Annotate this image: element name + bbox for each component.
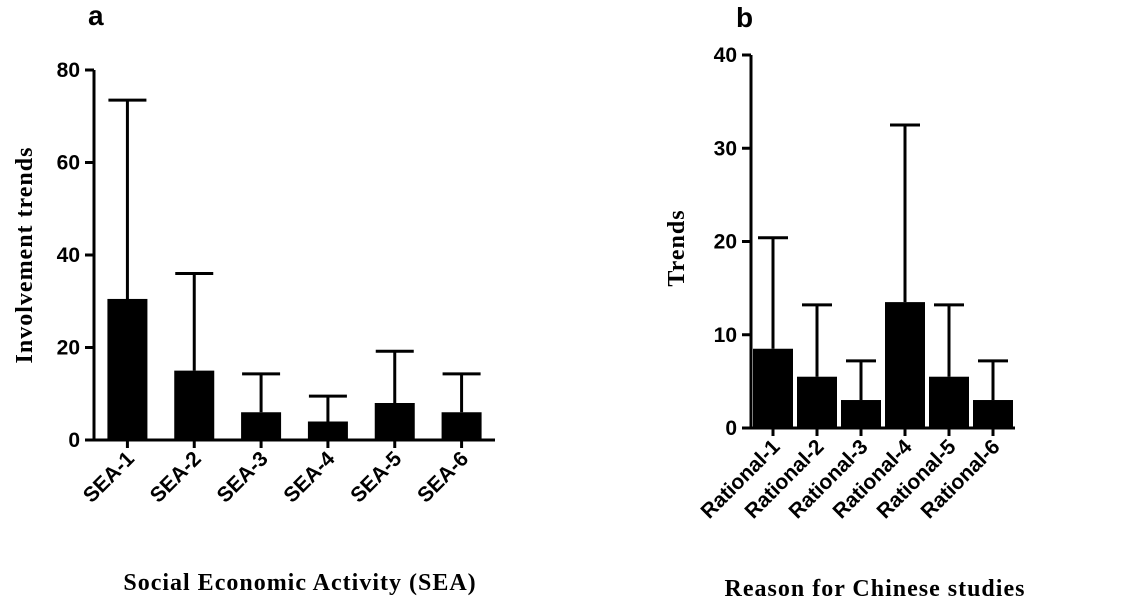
panel-a-x-axis-title: Social Economic Activity (SEA) xyxy=(123,570,476,596)
y-tick-label: 80 xyxy=(57,59,80,82)
x-category-label: SEA-4 xyxy=(279,447,339,507)
bar-rational-4 xyxy=(885,302,925,428)
bar-sea-4 xyxy=(307,421,348,440)
panel-a-y-axis-title: Involvement trends xyxy=(12,147,38,364)
panel-letter-a: a xyxy=(88,0,104,31)
chart-panel-b: b 010203040Rational-1Rational-2Rational-… xyxy=(664,2,1026,602)
x-category-label: SEA-3 xyxy=(213,447,273,507)
y-tick-label: 20 xyxy=(57,337,80,360)
x-category-label: SEA-6 xyxy=(413,447,473,507)
bar-rational-3 xyxy=(841,400,881,428)
panel-b-y-axis-title: Trends xyxy=(664,209,690,286)
y-tick-label: 0 xyxy=(725,417,737,440)
y-tick-label: 30 xyxy=(714,137,737,160)
panel-b-x-axis-title: Reason for Chinese studies xyxy=(725,576,1026,602)
bar-sea-1 xyxy=(107,298,148,440)
panel-a-axes: 0 20 40 60 80 SEA-1 SEA-2 SEA-3 SEA-4 SEA-5 SEA-6 xyxy=(57,59,495,507)
panel-a-bars xyxy=(107,98,482,440)
y-tick-label: 10 xyxy=(714,324,737,347)
bar-rational-1 xyxy=(753,348,793,428)
bar-sea-5 xyxy=(374,403,415,440)
panel-b-bars xyxy=(753,123,1013,428)
panel-letter-b: b xyxy=(736,2,753,33)
bar-sea-3 xyxy=(241,412,282,440)
y-tick-label: 40 xyxy=(714,44,737,67)
x-category-label: SEA-2 xyxy=(146,447,206,507)
y-tick-label: 0 xyxy=(68,429,80,452)
x-category-label: SEA-1 xyxy=(79,447,139,507)
chart-panel-a: a 0 20 40 60 80 SEA-1 SEA-2 SEA-3 SEA-4 SEA-5 SEA-… xyxy=(12,0,495,596)
panel-b-axes: 010203040Rational-1Rational-2Rational-3R… xyxy=(696,44,1015,523)
bar-sea-6 xyxy=(441,412,482,440)
x-category-label: SEA-5 xyxy=(346,447,406,507)
bar-rational-2 xyxy=(797,376,837,428)
bar-sea-2 xyxy=(174,370,215,440)
y-tick-label: 20 xyxy=(714,231,737,254)
y-tick-label: 60 xyxy=(57,152,80,175)
bar-rational-6 xyxy=(973,400,1013,428)
bar-rational-5 xyxy=(929,376,969,428)
y-tick-label: 40 xyxy=(57,244,80,267)
